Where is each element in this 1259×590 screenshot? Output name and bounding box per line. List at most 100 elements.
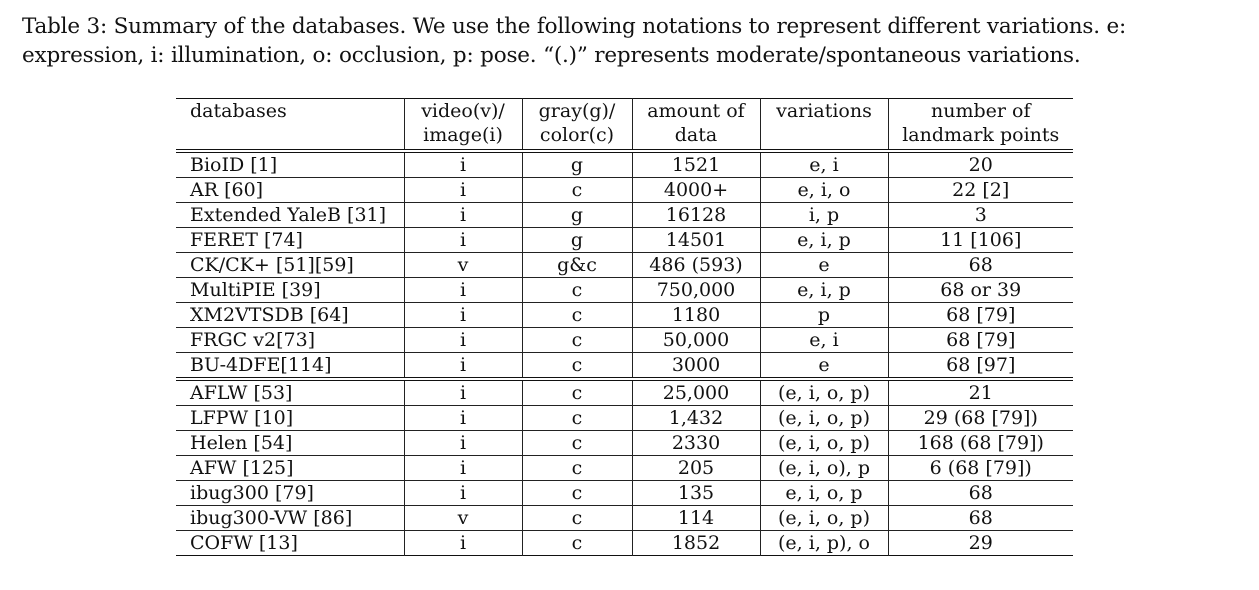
header-row: databases video(v)/image(i) gray(g)/color(… [176,98,1073,151]
cell-databases: MultiPIE [39] [176,277,405,303]
cell-video-image: i [403,277,523,303]
cell-variations: e, i, p [759,277,889,303]
table-body-group-2: AFLW [53] i c 25,000 (e, i, o, p) 21 LFPW [10]… [176,379,1073,556]
cell-variations: (e, i, o, p) [759,379,889,406]
table-row: CK/CK+ [51][59] v g&c 486 (593) e 68 [176,252,1073,278]
cell-amount-of-data: 16128 [631,202,761,228]
header-line-2: landmark points [902,124,1060,146]
header-line-2: image(i) [423,124,503,146]
cell-landmark-points: 21 [887,379,1073,406]
cell-video-image: i [403,405,523,431]
cell-landmark-points: 6 (68 [79]) [887,455,1073,481]
table-header: databases video(v)/image(i) gray(g)/color(… [176,98,1073,151]
cell-databases: XM2VTSDB [64] [176,302,405,328]
cell-video-image: i [403,455,523,481]
cell-landmark-points: 29 (68 [79]) [887,405,1073,431]
cell-gray-color: c [521,277,633,303]
header-variations: variations [759,98,889,151]
cell-gray-color: g [521,227,633,253]
cell-amount-of-data: 1180 [631,302,761,328]
cell-landmark-points: 22 [2] [887,177,1073,203]
header-line-1: amount of [647,100,745,122]
cell-landmark-points: 68 [97] [887,352,1073,379]
cell-databases: COFW [13] [176,530,405,556]
cell-gray-color: c [521,480,633,506]
table-row: ibug300-VW [86] v c 114 (e, i, o, p) 68 [176,505,1073,531]
cell-landmark-points: 68 [79] [887,327,1073,353]
cell-amount-of-data: 750,000 [631,277,761,303]
cell-databases: BU-4DFE[114] [176,352,405,379]
cell-video-image: i [403,151,523,178]
cell-video-image: i [403,379,523,406]
cell-databases: AFW [125] [176,455,405,481]
header-line-1: gray(g)/ [538,100,616,122]
cell-amount-of-data: 3000 [631,352,761,379]
header-line-1: number of [931,100,1031,122]
header-line-1: video(v)/ [421,100,505,122]
cell-amount-of-data: 486 (593) [631,252,761,278]
cell-landmark-points: 29 [887,530,1073,556]
table-row: AR [60] i c 4000+ e, i, o 22 [2] [176,177,1073,203]
cell-gray-color: c [521,530,633,556]
cell-gray-color: g [521,202,633,228]
cell-databases: AR [60] [176,177,405,203]
cell-amount-of-data: 135 [631,480,761,506]
cell-amount-of-data: 1521 [631,151,761,178]
cell-video-image: i [403,177,523,203]
cell-landmark-points: 168 (68 [79]) [887,430,1073,456]
cell-databases: FRGC v2[73] [176,327,405,353]
header-amount-of-data: amount of data [631,98,761,151]
cell-video-image: v [403,252,523,278]
cell-databases: ibug300 [79] [176,480,405,506]
cell-gray-color: c [521,455,633,481]
cell-gray-color: c [521,505,633,531]
cell-landmark-points: 68 [887,252,1073,278]
header-line-2: data [674,124,718,146]
cell-video-image: i [403,430,523,456]
cell-variations: i, p [759,202,889,228]
cell-video-image: i [403,302,523,328]
cell-gray-color: c [521,352,633,379]
cell-variations: (e, i, o), p [759,455,889,481]
cell-video-image: i [403,352,523,379]
cell-landmark-points: 68 [887,480,1073,506]
cell-gray-color: g&c [521,252,633,278]
header-video-image: video(v)/image(i) [403,98,523,151]
cell-landmark-points: 68 [887,505,1073,531]
cell-gray-color: g [521,151,633,178]
cell-variations: e, i [759,151,889,178]
cell-landmark-points: 68 [79] [887,302,1073,328]
header-line-2: color(c) [539,124,615,146]
header-gray-color: gray(g)/color(c) [521,98,633,151]
table-row: MultiPIE [39] i c 750,000 e, i, p 68 or 39 [176,277,1073,303]
cell-variations: e, i, o [759,177,889,203]
cell-video-image: i [403,227,523,253]
cell-databases: AFLW [53] [176,379,405,406]
cell-databases: FERET [74] [176,227,405,253]
cell-databases: CK/CK+ [51][59] [176,252,405,278]
table-row: BioID [1] i g 1521 e, i 20 [176,151,1073,178]
cell-variations: e, i [759,327,889,353]
header-databases: databases [176,98,405,151]
cell-variations: e [759,352,889,379]
cell-databases: Extended YaleB [31] [176,202,405,228]
header-line-1: databases [190,100,287,122]
databases-table: databases video(v)/image(i) gray(g)/color(… [176,98,1073,556]
header-landmark-points: number of landmark points [887,98,1073,151]
cell-variations: p [759,302,889,328]
cell-video-image: i [403,202,523,228]
cell-variations: e, i, o, p [759,480,889,506]
cell-amount-of-data: 25,000 [631,379,761,406]
table-caption: Table 3: Summary of the databases. We us… [22,14,1127,68]
cell-video-image: i [403,530,523,556]
cell-amount-of-data: 4000+ [631,177,761,203]
cell-amount-of-data: 205 [631,455,761,481]
cell-databases: Helen [54] [176,430,405,456]
cell-gray-color: c [521,327,633,353]
cell-databases: ibug300-VW [86] [176,505,405,531]
cell-video-image: v [403,505,523,531]
cell-amount-of-data: 114 [631,505,761,531]
table-row: FERET [74] i g 14501 e, i, p 11 [106] [176,227,1073,253]
databases-table-container: databases video(v)/image(i) gray(g)/color(… [176,98,1073,556]
